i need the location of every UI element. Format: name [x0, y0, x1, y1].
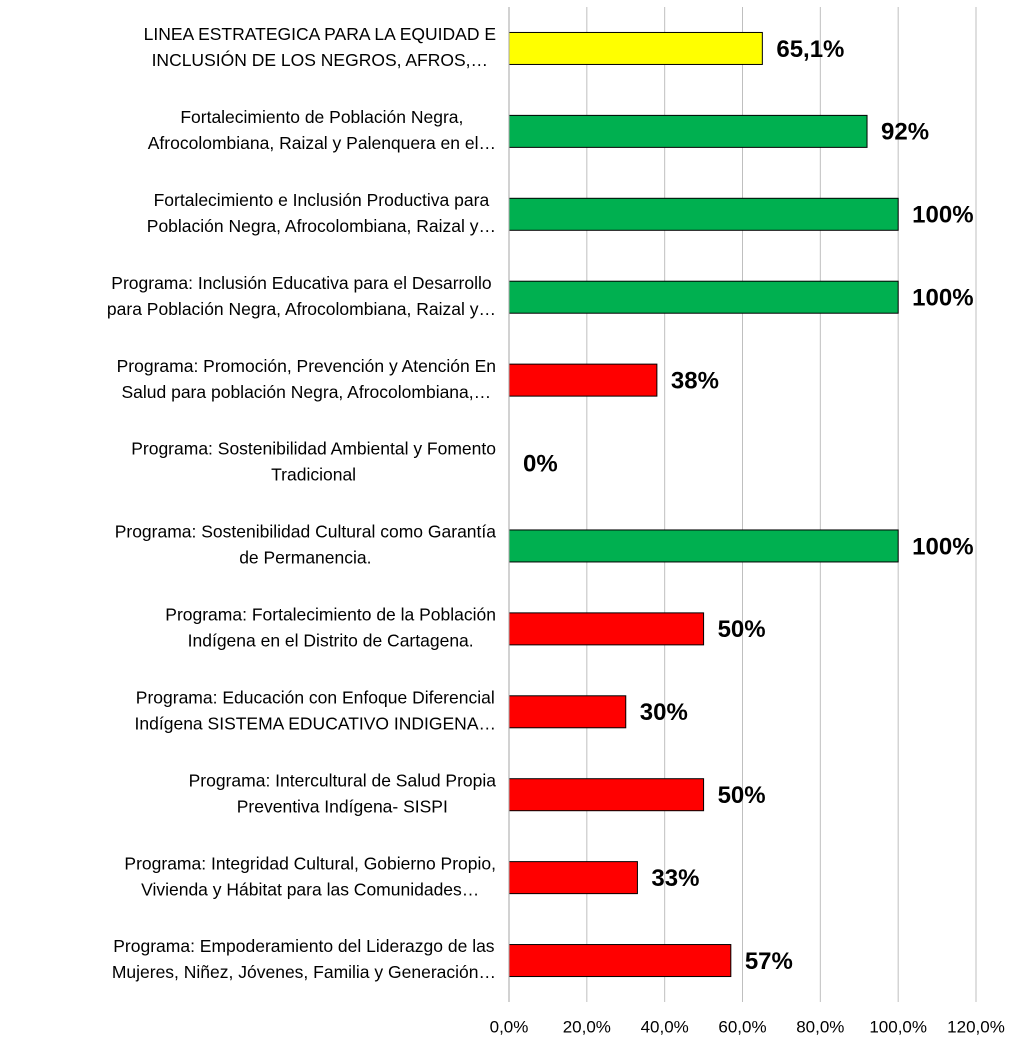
value-label: 50% — [718, 782, 766, 809]
bar — [508, 944, 732, 978]
category-label: Vivienda y Hábitat para las Comunidades… — [141, 879, 479, 899]
category-label: Mujeres, Niñez, Jóvenes, Familia y Gener… — [112, 962, 496, 982]
value-label: 100% — [912, 285, 973, 312]
x-tick-label: 60,0% — [718, 1017, 766, 1036]
category-label: Salud para población Negra, Afrocolombia… — [121, 382, 491, 402]
category-label: Tradicional — [271, 465, 356, 485]
value-label: 0% — [523, 450, 558, 477]
category-label: Afrocolombiana, Raizal y Palenquera en e… — [148, 133, 496, 153]
category-label: Programa: Empoderamiento del Liderazgo d… — [113, 936, 495, 956]
value-label: 92% — [881, 119, 929, 146]
bar — [508, 114, 868, 148]
category-label: Programa: Educación con Enfoque Diferenc… — [136, 687, 495, 707]
bar — [508, 778, 705, 812]
x-tick-label: 120,0% — [947, 1017, 1005, 1036]
category-label: para Población Negra, Afrocolombiana, Ra… — [107, 299, 496, 319]
category-label: Fortalecimiento de Población Negra, — [180, 107, 463, 127]
category-label: Programa: Intercultural de Salud Propia — [189, 770, 497, 790]
x-tick-label: 0,0% — [490, 1017, 529, 1036]
category-label: de Permanencia. — [239, 548, 371, 568]
category-label: INCLUSIÓN DE LOS NEGROS, AFROS,… — [152, 49, 488, 70]
bar — [508, 31, 763, 65]
value-label: 30% — [640, 699, 688, 726]
x-tick-label: 40,0% — [641, 1017, 689, 1036]
bar — [508, 197, 899, 231]
category-label: Fortalecimiento e Inclusión Productiva p… — [154, 190, 490, 210]
category-label: Programa: Fortalecimiento de la Població… — [165, 605, 496, 625]
category-label: LINEA ESTRATEGICA PARA LA EQUIDAD E — [144, 24, 496, 44]
x-tick-label: 100,0% — [869, 1017, 927, 1036]
category-label: Programa: Sostenibilidad Ambiental y Fom… — [131, 439, 496, 459]
bar — [508, 363, 658, 397]
category-label: Preventiva Indígena- SISPI — [237, 796, 448, 816]
value-label: 33% — [651, 865, 699, 892]
x-tick-label: 80,0% — [796, 1017, 844, 1036]
category-label: Programa: Integridad Cultural, Gobierno … — [124, 853, 496, 873]
category-label: Indígena SISTEMA EDUCATIVO INDIGENA… — [135, 713, 496, 733]
bar — [508, 695, 627, 729]
value-label: 65,1% — [776, 36, 844, 63]
category-label: Programa: Promoción, Prevención y Atenci… — [117, 356, 496, 376]
bar — [508, 529, 899, 563]
category-label: Población Negra, Afrocolombiana, Raizal … — [147, 216, 496, 236]
category-label: Programa: Inclusión Educativa para el De… — [111, 273, 491, 293]
x-tick-label: 20,0% — [563, 1017, 611, 1036]
bar — [508, 861, 638, 895]
value-label: 50% — [718, 616, 766, 643]
bar — [508, 280, 899, 314]
category-label: Indígena en el Distrito de Cartagena. — [188, 631, 474, 651]
value-label: 38% — [671, 367, 719, 394]
value-label: 57% — [745, 948, 793, 975]
category-label: Programa: Sostenibilidad Cultural como G… — [115, 522, 497, 542]
value-label: 100% — [912, 202, 973, 229]
value-label: 100% — [912, 533, 973, 560]
bar — [508, 612, 705, 646]
